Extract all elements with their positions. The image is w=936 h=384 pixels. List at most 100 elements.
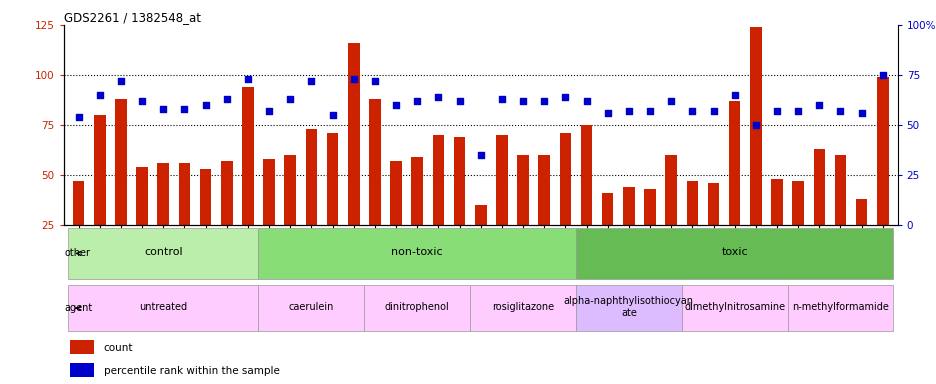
Point <box>135 98 150 104</box>
Point <box>621 108 636 114</box>
Point <box>367 78 382 84</box>
Text: percentile rank within the sample: percentile rank within the sample <box>104 366 279 376</box>
Bar <box>728 101 739 275</box>
Point <box>578 98 593 104</box>
Text: alpha-naphthylisothiocyan
ate: alpha-naphthylisothiocyan ate <box>563 296 693 318</box>
Text: other: other <box>65 248 91 258</box>
Bar <box>576 285 681 331</box>
Point <box>409 98 424 104</box>
Point <box>219 96 234 102</box>
Point <box>494 96 509 102</box>
Text: control: control <box>144 247 183 257</box>
Point <box>473 152 488 158</box>
Bar <box>369 99 380 275</box>
Point <box>303 78 318 84</box>
Bar <box>70 340 94 354</box>
Point <box>832 108 847 114</box>
Point <box>705 108 720 114</box>
Bar <box>812 149 825 275</box>
Bar <box>136 167 148 275</box>
Bar <box>389 161 402 275</box>
Bar <box>179 163 190 275</box>
Point <box>197 102 212 108</box>
Point <box>600 110 615 116</box>
Point <box>557 94 572 100</box>
Bar <box>475 205 486 275</box>
Point <box>431 94 446 100</box>
Bar <box>749 27 761 275</box>
Point <box>642 108 657 114</box>
Bar <box>453 137 465 275</box>
Bar <box>258 227 576 280</box>
Bar <box>470 285 576 331</box>
Point <box>536 98 551 104</box>
Bar <box>792 181 803 275</box>
Point <box>71 114 86 120</box>
Bar <box>70 362 94 376</box>
Text: dimethylnitrosamine: dimethylnitrosamine <box>683 302 784 312</box>
Point <box>451 98 466 104</box>
Point <box>726 92 741 98</box>
Bar <box>855 199 867 275</box>
Bar <box>517 155 528 275</box>
Bar <box>327 133 338 275</box>
Point <box>684 108 699 114</box>
Bar <box>432 135 444 275</box>
Bar <box>68 285 258 331</box>
Bar <box>622 187 634 275</box>
Bar <box>559 133 571 275</box>
Bar <box>263 159 274 275</box>
Point <box>241 76 256 82</box>
Text: agent: agent <box>65 303 93 313</box>
Bar <box>601 193 613 275</box>
Bar <box>157 163 168 275</box>
Point <box>854 110 869 116</box>
Bar <box>94 115 106 275</box>
Bar <box>770 179 782 275</box>
Point <box>92 92 107 98</box>
Bar <box>576 227 892 280</box>
Bar <box>495 135 507 275</box>
Bar <box>115 99 126 275</box>
Text: dinitrophenol: dinitrophenol <box>385 302 449 312</box>
Text: caerulein: caerulein <box>288 302 334 312</box>
Point <box>261 108 276 114</box>
Bar <box>305 129 317 275</box>
Bar <box>411 157 422 275</box>
Point <box>325 112 340 118</box>
Bar <box>347 43 359 275</box>
Bar <box>364 285 470 331</box>
Point <box>663 98 678 104</box>
Point <box>155 106 170 112</box>
Bar <box>199 169 212 275</box>
Bar <box>643 189 655 275</box>
Text: rosiglitazone: rosiglitazone <box>491 302 553 312</box>
Point <box>283 96 298 102</box>
Bar <box>221 161 232 275</box>
Bar <box>73 181 84 275</box>
Bar <box>876 77 887 275</box>
Bar <box>580 125 592 275</box>
Text: n-methylformamide: n-methylformamide <box>791 302 888 312</box>
Point <box>874 72 889 78</box>
Point <box>768 108 783 114</box>
Point <box>748 122 763 128</box>
Point <box>345 76 360 82</box>
Bar <box>538 155 549 275</box>
Text: GDS2261 / 1382548_at: GDS2261 / 1382548_at <box>64 11 200 24</box>
Bar <box>68 227 258 280</box>
Text: untreated: untreated <box>139 302 187 312</box>
Bar <box>284 155 296 275</box>
Point <box>388 102 403 108</box>
Text: non-toxic: non-toxic <box>391 247 443 257</box>
Bar <box>834 155 845 275</box>
Bar <box>258 285 364 331</box>
Point <box>515 98 530 104</box>
Bar <box>787 285 892 331</box>
Point <box>811 102 826 108</box>
Bar <box>681 285 787 331</box>
Bar <box>241 87 254 275</box>
Bar <box>707 183 719 275</box>
Point <box>790 108 805 114</box>
Point <box>177 106 192 112</box>
